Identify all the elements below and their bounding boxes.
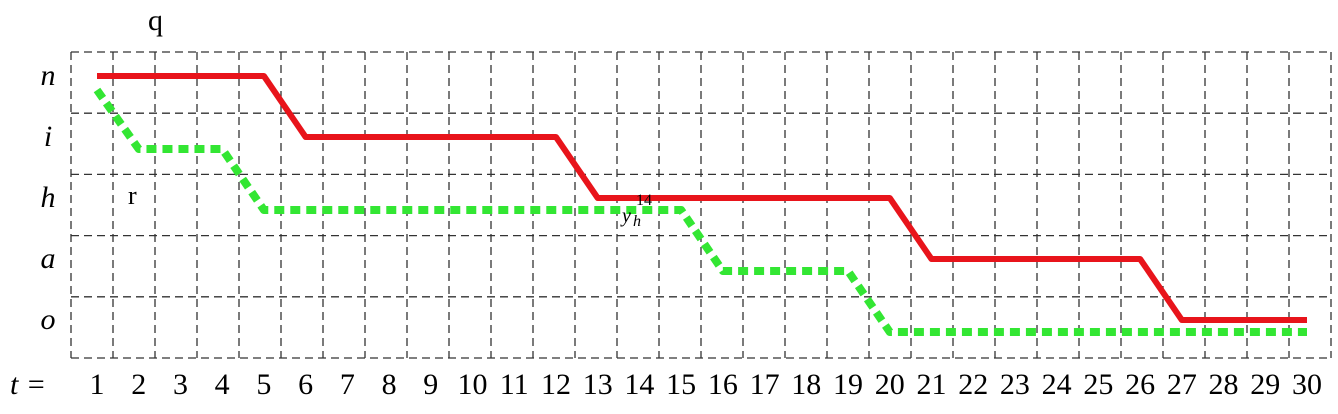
x-tick-label: 4 [215,368,230,401]
x-tick-label: 18 [791,368,821,401]
x-tick-label: 22 [958,368,988,401]
x-tick-label: 7 [340,368,355,401]
red-solid-path [97,73,1307,323]
x-tick-label: 14 [624,368,654,401]
x-tick-label: 11 [500,368,529,401]
y-label-i: i [44,120,52,153]
x-tick-label: 16 [708,368,738,401]
x-tick-label: 17 [750,368,780,401]
inner-label-r: r [128,181,137,210]
x-tick-label: 9 [423,368,438,401]
x-axis-labels: 1 2 3 4 5 6 7 8 9 10 11 12 13 14 15 16 17 18 19 20 21 22 23 24 2… [90,368,1323,401]
y-label-h: h [41,181,56,214]
x-tick-label: 26 [1125,368,1155,401]
x-tick-label: 20 [875,368,905,401]
x-tick-label: 15 [666,368,696,401]
x-tick-label: 28 [1209,368,1239,401]
x-tick-label: 13 [583,368,613,401]
green-dashed-path [93,87,1307,336]
x-tick-label: 5 [256,368,271,401]
x-tick-label: 6 [298,368,313,401]
top-label-q: q [148,4,163,37]
x-axis-prefix: t = [10,368,46,401]
x-tick-label: 8 [382,368,397,401]
annotation-base: y [620,205,631,227]
x-tick-label: 1 [90,368,105,401]
x-tick-label: 23 [1000,368,1030,401]
annotation-superscript: 14 [636,192,652,209]
paths [93,73,1307,336]
x-tick-label: 3 [173,368,188,401]
grid [70,51,1332,359]
y-label-o: o [41,303,56,336]
x-tick-label: 27 [1167,368,1197,401]
x-tick-label: 30 [1292,368,1322,401]
annotation-subscript: h [633,213,641,230]
x-tick-label: 21 [916,368,946,401]
annotation-y-h-14: y h 14 [620,192,652,230]
x-tick-label: 10 [458,368,488,401]
y-label-a: a [41,242,56,275]
x-tick-label: 2 [131,368,146,401]
x-tick-label: 25 [1083,368,1113,401]
x-tick-label: 24 [1042,368,1072,401]
x-tick-label: 19 [833,368,863,401]
x-tick-label: 29 [1250,368,1280,401]
y-label-n: n [41,59,56,92]
x-tick-label: 12 [541,368,571,401]
